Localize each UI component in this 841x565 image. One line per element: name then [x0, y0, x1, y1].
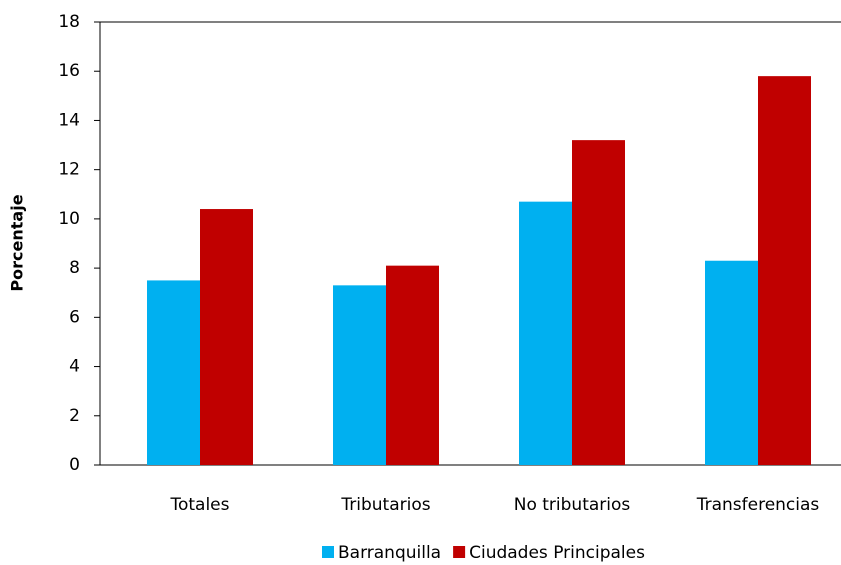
- y-axis-label: Porcentaje: [8, 194, 27, 291]
- y-tick-label: 12: [58, 160, 80, 180]
- legend-label: Barranquilla: [338, 543, 441, 563]
- x-tick-label: Transferencias: [696, 495, 820, 515]
- bar: [705, 260, 758, 465]
- bar: [147, 280, 200, 465]
- y-tick-label: 18: [58, 12, 80, 32]
- bar: [519, 201, 572, 465]
- y-tick-label: 2: [69, 406, 80, 426]
- legend-label: Ciudades Principales: [469, 543, 645, 563]
- y-tick-label: 10: [58, 209, 80, 229]
- y-tick-label: 6: [69, 307, 80, 327]
- x-tick-label: No tributarios: [514, 495, 631, 515]
- bar: [758, 76, 811, 466]
- y-tick-label: 0: [69, 455, 80, 475]
- bar: [572, 140, 625, 465]
- x-tick-label: Tributarios: [340, 495, 430, 515]
- bar: [333, 285, 386, 465]
- legend-swatch: [453, 546, 466, 558]
- bar: [386, 265, 439, 465]
- legend-swatch: [322, 546, 334, 558]
- y-tick-label: 16: [58, 61, 80, 81]
- y-tick-label: 8: [69, 258, 80, 278]
- bar: [200, 209, 253, 465]
- y-tick-label: 14: [58, 110, 80, 130]
- y-tick-label: 4: [69, 357, 80, 377]
- x-tick-label: Totales: [169, 495, 229, 515]
